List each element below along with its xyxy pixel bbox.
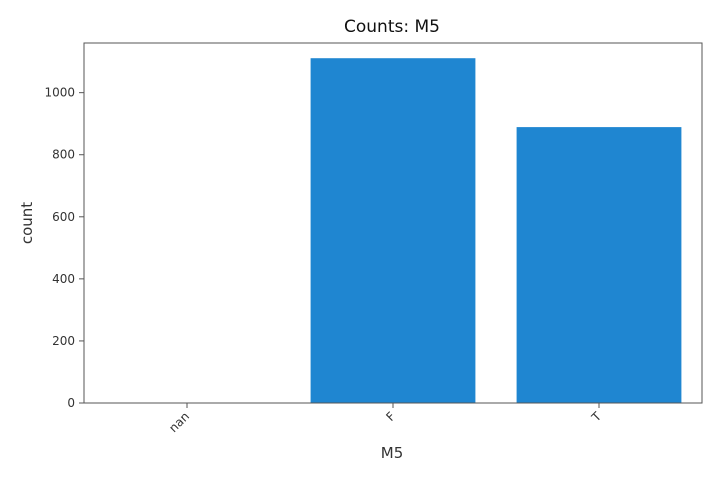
x-tick-label: F xyxy=(383,409,398,424)
bar-T xyxy=(516,127,682,403)
bar-F xyxy=(310,58,476,403)
y-tick-label: 0 xyxy=(67,396,75,410)
y-tick-label: 800 xyxy=(52,148,75,162)
x-axis-label: M5 xyxy=(381,444,404,462)
y-axis-label: count xyxy=(18,202,36,244)
x-tick-label: T xyxy=(588,409,604,425)
y-tick-label: 1000 xyxy=(44,86,75,100)
bars-group xyxy=(310,58,682,403)
x-tick-label: nan xyxy=(166,409,192,435)
y-axis-ticks: 0 200 400 600 800 1000 xyxy=(44,86,84,410)
chart-title: Counts: M5 xyxy=(344,17,440,37)
y-tick-label: 200 xyxy=(52,334,75,348)
x-axis-ticks: nan F T xyxy=(166,403,605,435)
y-tick-label: 600 xyxy=(52,210,75,224)
y-tick-label: 400 xyxy=(52,272,75,286)
plot-frame xyxy=(83,42,703,404)
